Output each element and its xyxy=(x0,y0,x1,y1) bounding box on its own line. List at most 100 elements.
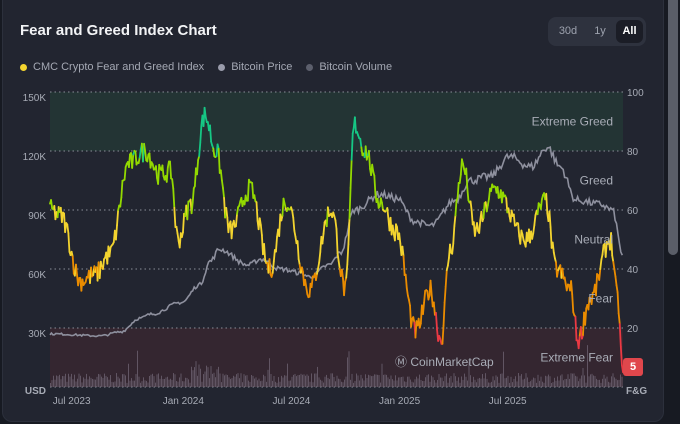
volume-bar xyxy=(264,376,266,387)
fear-greed-segment xyxy=(326,206,330,217)
volume-bar xyxy=(425,377,426,387)
volume-bar xyxy=(236,374,237,387)
fear-greed-segment xyxy=(408,298,411,307)
fear-greed-segment xyxy=(175,225,179,235)
volume-bar xyxy=(573,373,575,387)
legend-bitcoin-volume[interactable]: Bitcoin Volume xyxy=(306,61,392,73)
volume-bar xyxy=(290,380,291,387)
volume-bar xyxy=(609,382,611,387)
volume-bar xyxy=(125,375,126,387)
range-1y-button[interactable]: 1y xyxy=(594,25,606,37)
volume-bar xyxy=(462,379,464,387)
fear-greed-segment xyxy=(123,166,127,181)
volume-bar xyxy=(395,375,396,387)
fear-greed-segment xyxy=(466,187,470,202)
volume-bar xyxy=(534,378,536,387)
fear-greed-segment xyxy=(66,223,70,235)
range-30d-button[interactable]: 30d xyxy=(558,25,578,37)
fear-greed-segment xyxy=(536,202,540,216)
volume-bar xyxy=(383,374,384,387)
fear-greed-segment xyxy=(473,227,477,237)
fear-greed-segment xyxy=(219,169,223,182)
volume-bar xyxy=(360,374,362,387)
volume-bar xyxy=(263,374,264,387)
volume-bar xyxy=(147,382,149,387)
volume-bar xyxy=(231,378,233,387)
volume-bar xyxy=(122,374,123,387)
volume-bar xyxy=(174,374,176,387)
volume-bar xyxy=(302,374,303,387)
volume-bar xyxy=(618,379,620,387)
volume-bar xyxy=(285,375,287,387)
volume-bar xyxy=(554,377,555,387)
volume-bar xyxy=(456,380,458,387)
volume-bar xyxy=(296,376,297,387)
volume-bar xyxy=(521,374,522,387)
volume-bar xyxy=(543,382,545,387)
volume-bar xyxy=(566,378,567,387)
volume-bar xyxy=(501,373,503,387)
volume-bar xyxy=(149,375,150,387)
fear-greed-segment xyxy=(50,199,54,210)
fear-greed-segment xyxy=(173,206,177,228)
volume-bar xyxy=(135,374,137,387)
volume-bar xyxy=(540,376,542,387)
volume-bar xyxy=(407,376,408,387)
fear-greed-segment xyxy=(155,165,158,179)
legend-bitcoin-price[interactable]: Bitcoin Price xyxy=(218,61,292,73)
volume-bar xyxy=(606,376,608,387)
volume-bar xyxy=(261,380,263,387)
x-axis-tick: Jan 2025 xyxy=(379,396,421,407)
volume-bar xyxy=(117,376,119,387)
fear-greed-segment xyxy=(452,225,456,245)
fear-greed-segment xyxy=(75,263,78,276)
volume-bar xyxy=(240,373,242,387)
fear-greed-segment xyxy=(305,286,309,296)
volume-bar xyxy=(354,380,356,387)
range-all-button[interactable]: All xyxy=(616,20,643,43)
fear-greed-segment xyxy=(551,241,555,254)
volume-bar xyxy=(87,379,89,387)
legend-fear-greed[interactable]: CMC Crypto Fear and Greed Index xyxy=(20,61,204,73)
volume-bar xyxy=(506,377,507,387)
volume-bar xyxy=(212,373,213,387)
volume-bar xyxy=(204,371,206,387)
volume-bar xyxy=(144,380,146,387)
volume-bar xyxy=(546,376,548,387)
volume-bar xyxy=(585,382,587,387)
volume-bar xyxy=(423,381,425,387)
volume-bar xyxy=(92,378,93,387)
fear-greed-segment xyxy=(90,266,94,278)
fear-greed-segment xyxy=(402,255,406,277)
volume-bar xyxy=(368,374,369,387)
zone-label: Extreme Greed xyxy=(532,115,613,129)
volume-bar xyxy=(186,377,188,387)
fear-greed-segment xyxy=(115,224,118,241)
fear-greed-segment xyxy=(222,187,225,199)
extreme-greed-zone xyxy=(50,92,623,151)
x-axis-tick: Jan 2024 xyxy=(163,396,205,407)
fear-greed-segment xyxy=(268,258,272,276)
volume-bar xyxy=(398,377,399,387)
volume-bar xyxy=(614,377,615,387)
volume-bar xyxy=(410,379,411,387)
volume-bar xyxy=(128,363,129,387)
volume-bar xyxy=(110,375,111,387)
volume-bar xyxy=(249,381,251,387)
volume-bar xyxy=(365,374,366,387)
volume-bar xyxy=(597,379,599,387)
volume-bar xyxy=(182,381,183,387)
fear-greed-segment xyxy=(533,214,537,227)
volume-bar xyxy=(341,381,342,387)
volume-bar xyxy=(275,381,276,387)
volume-bar xyxy=(86,373,87,387)
volume-bar xyxy=(308,375,309,387)
volume-bar xyxy=(551,382,552,387)
volume-bar xyxy=(54,379,56,387)
x-axis-tick: Jul 2025 xyxy=(489,396,527,407)
fear-greed-segment xyxy=(217,147,221,174)
volume-bar xyxy=(107,377,108,387)
volume-bar xyxy=(255,377,257,387)
scrollbar[interactable] xyxy=(668,0,678,255)
fear-greed-segment xyxy=(171,178,175,190)
